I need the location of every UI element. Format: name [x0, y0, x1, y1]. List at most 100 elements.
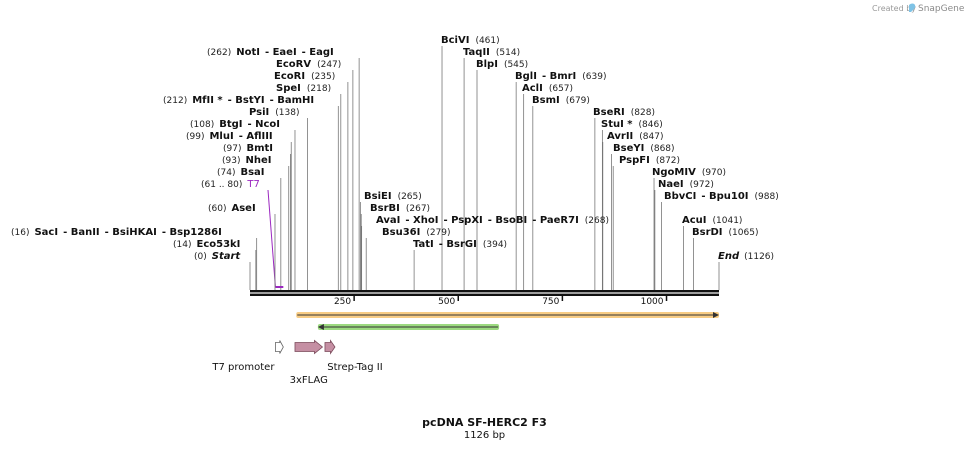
- enzyme-label-row: AvrII (847): [607, 131, 663, 142]
- enzyme-label-row: BciVI (461): [441, 35, 500, 46]
- enzyme-name-bsrgi: - BsrGI: [439, 239, 477, 250]
- enzyme-name-bsiei: BsiEI: [364, 191, 392, 202]
- site-position: (97): [223, 144, 241, 154]
- enzyme-label-row: (99) MluI - AflIII: [186, 131, 273, 142]
- feature-track: T7 promoter 3xFLAG Strep-Tag II: [211, 312, 719, 386]
- enzyme-label-row: (93) NheI: [222, 155, 271, 166]
- enzyme-label-row: Bsu36I (279): [382, 227, 451, 238]
- enzyme-label-row: (74) BsaI: [217, 167, 265, 178]
- site-position: (545): [504, 60, 528, 70]
- enzyme-name-noti: NotI: [236, 47, 260, 58]
- enzyme-name-bamhi: - BamHI: [270, 95, 315, 106]
- ruler-tick-label: 500: [438, 297, 455, 307]
- enzyme-label-row: End (1126): [718, 251, 774, 262]
- credit-prefix: Created by: [872, 4, 916, 13]
- enzyme-name-bmti: BmtI: [246, 143, 273, 154]
- site-position: (268): [585, 216, 609, 226]
- enzyme-name-blpi: BlpI: [476, 59, 498, 70]
- terminus-label: End: [718, 251, 740, 262]
- enzyme-name-avai: AvaI: [376, 215, 400, 226]
- enzyme-name-avrii: AvrII: [607, 131, 633, 142]
- site-position: (972): [690, 180, 714, 190]
- enzyme-name-nhei: NheI: [245, 155, 271, 166]
- enzyme-label-row: PsiI (138): [249, 107, 299, 118]
- enzyme-name-bsai: BsaI: [240, 167, 264, 178]
- enzyme-name-acli: AclI: [522, 83, 543, 94]
- ruler-tick-label: 250: [334, 297, 351, 307]
- site-position: (262): [207, 48, 231, 58]
- enzyme-label-row: AvaI - XhoI - PspXI - BsoBI - PaeR7I (268): [376, 215, 609, 226]
- enzyme-label-row: (262) NotI - EaeI - EagI: [207, 47, 334, 58]
- feature-label-t7: T7: [246, 179, 259, 190]
- orf-arrow-icon: [713, 312, 719, 318]
- enzyme-label-row: BsmI (679): [532, 95, 590, 106]
- enzyme-name-bseri: BseRI: [593, 107, 625, 118]
- enzyme-label-row: StuI * (846): [601, 119, 663, 130]
- enzyme-name-naei: NaeI: [658, 179, 684, 190]
- enzyme-label-row: BseRI (828): [593, 107, 655, 118]
- site-position: (218): [307, 84, 331, 94]
- enzyme-label-row: (212) MfII * - BstYI - BamHI: [163, 95, 314, 106]
- enzyme-name-pspxi: - PspXI: [443, 215, 482, 226]
- enzyme-label-row: (60) AseI: [208, 203, 256, 214]
- enzyme-name-bbvci: BbvCI: [664, 191, 696, 202]
- enzyme-label-row: BsrDI (1065): [692, 227, 758, 238]
- site-position: (394): [483, 240, 507, 250]
- feature-arrow-icon: [275, 340, 284, 354]
- site-position: (872): [656, 156, 680, 166]
- enzyme-label-row: BlpI (545): [476, 59, 528, 70]
- enzyme-name-bsu36i: Bsu36I: [382, 227, 420, 238]
- feature-3xflag[interactable]: 3xFLAG: [290, 339, 328, 387]
- site-position: (235): [311, 72, 335, 82]
- site-position: (265): [398, 192, 422, 202]
- sequence-length: 1126 bp: [464, 430, 505, 441]
- enzyme-label-row: TaqII (514): [463, 47, 520, 58]
- enzyme-name-taqii: TaqII: [463, 47, 490, 58]
- enzyme-name-ngomiv: NgoMIV: [652, 167, 696, 178]
- feature-arrow-icon: [294, 339, 324, 355]
- enzyme-site-lines: [249, 46, 720, 290]
- feature-connector: [267, 189, 276, 288]
- enzyme-name-mfii: MfII *: [192, 95, 223, 106]
- enzyme-name-bsrdi: BsrDI: [692, 227, 723, 238]
- feature-strep-tag-ii[interactable]: Strep-Tag II: [324, 339, 383, 374]
- enzyme-name-tati: TatI: [413, 239, 434, 250]
- site-position: (847): [639, 132, 663, 142]
- site-position: (16): [11, 228, 29, 238]
- enzyme-label-row: NaeI (972): [658, 179, 714, 190]
- enzyme-label-row: AcuI (1041): [682, 215, 742, 226]
- backbone-bottom-strand: [250, 293, 719, 296]
- enzyme-name-bmri: - BmrI: [542, 71, 576, 82]
- enzyme-name-bsmi: BsmI: [532, 95, 560, 106]
- backbone-top-strand: [250, 290, 719, 293]
- site-position: (970): [702, 168, 726, 178]
- enzyme-name-acui: AcuI: [682, 215, 707, 226]
- site-position: (14): [173, 240, 191, 250]
- site-position: (846): [639, 120, 663, 130]
- enzyme-label-row: BseYI (868): [613, 143, 675, 154]
- enzyme-name-eco53ki: Eco53kI: [196, 239, 240, 250]
- site-position: (461): [475, 36, 499, 46]
- credit-brand: SnapGene: [918, 4, 965, 14]
- site-position: (1065): [729, 228, 759, 238]
- enzyme-label-row: NgoMIV (970): [652, 167, 726, 178]
- enzyme-name-ncoi: - NcoI: [247, 119, 280, 130]
- ruler-ticks: 250 500 750 1000: [334, 296, 668, 307]
- enzyme-name-paer7i: - PaeR7I: [532, 215, 579, 226]
- site-position: (988): [755, 192, 779, 202]
- site-position: (74): [217, 168, 235, 178]
- enzyme-name-bcivi: BciVI: [441, 35, 469, 46]
- site-position: (138): [275, 108, 299, 118]
- backbone: [250, 290, 719, 296]
- enzyme-name-mlui: MluI: [209, 131, 233, 142]
- site-position: (267): [406, 204, 430, 214]
- feature-t7-promoter[interactable]: T7 promoter: [211, 340, 284, 374]
- feature-orf-3[interactable]: [296, 312, 719, 318]
- enzyme-label-row: (97) BmtI: [223, 143, 273, 154]
- ruler-tick-label: 750: [542, 297, 559, 307]
- enzyme-name-bseyi: BseYI: [613, 143, 644, 154]
- site-position: (1126): [744, 252, 774, 262]
- site-position: (639): [582, 72, 606, 82]
- enzyme-name-eaei: - EaeI: [265, 47, 297, 58]
- feature-orf-4[interactable]: [317, 324, 500, 330]
